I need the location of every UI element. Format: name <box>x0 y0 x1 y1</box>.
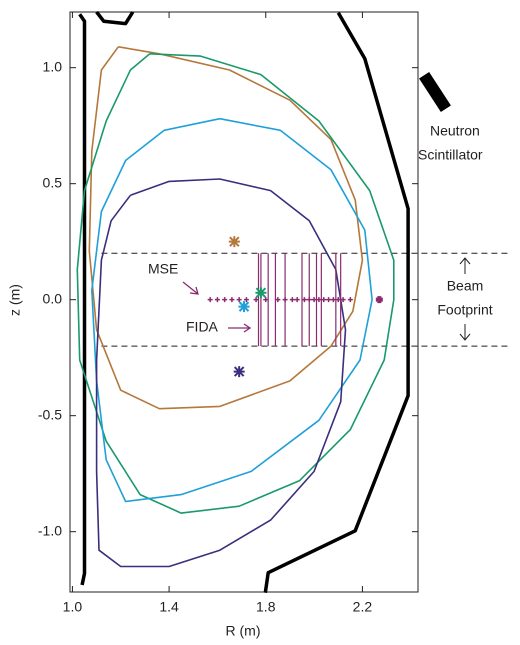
mse-point <box>340 297 346 303</box>
beam-label: Beam <box>447 278 484 294</box>
y-tick-label: -1.0 <box>38 522 62 538</box>
contour-line <box>95 178 347 568</box>
mse-point <box>289 297 295 303</box>
contour-line <box>76 53 395 514</box>
mse-point <box>253 297 259 303</box>
mse-point <box>375 296 383 304</box>
mse-point <box>311 297 317 303</box>
fida-label: FIDA <box>186 319 219 335</box>
mse-point <box>306 297 312 303</box>
contour-line <box>88 46 364 410</box>
x-tick-label: 2.2 <box>353 599 373 615</box>
mse-point <box>229 297 235 303</box>
y-tick-label: 1.0 <box>43 58 63 74</box>
mse-point <box>316 297 322 303</box>
mse-point <box>236 297 242 303</box>
scintillator-label: Scintillator <box>418 147 483 163</box>
y-tick-label: 0.0 <box>43 290 63 306</box>
x-tick-label: 1.4 <box>159 599 179 615</box>
mse-point <box>214 297 220 303</box>
mse-point <box>347 297 353 303</box>
axis-marker <box>255 287 267 299</box>
mse-point <box>335 297 341 303</box>
mse-point <box>275 297 281 303</box>
x-axis-label: R (m) <box>226 623 261 639</box>
mse-point <box>263 297 269 303</box>
mse-point <box>321 297 327 303</box>
mse-point <box>330 297 336 303</box>
axis-marker <box>228 236 240 248</box>
mse-point <box>222 297 228 303</box>
axis-marker <box>238 301 250 313</box>
contour-line <box>78 10 410 593</box>
x-tick-label: 1.8 <box>256 599 276 615</box>
mse-point <box>207 297 213 303</box>
beam-arrow-down <box>459 324 471 341</box>
mse-label: MSE <box>148 261 178 277</box>
mse-point <box>301 297 307 303</box>
mse-point <box>294 297 300 303</box>
y-axis-label: z (m) <box>7 284 23 316</box>
axis-marker <box>233 366 245 378</box>
scintillator-icon <box>419 71 451 113</box>
x-tick-label: 1.0 <box>63 599 83 615</box>
mse-arrow <box>182 281 199 295</box>
fida-arrow <box>228 323 252 333</box>
mse-point <box>326 297 332 303</box>
y-tick-label: 0.5 <box>43 174 63 190</box>
y-tick-label: -0.5 <box>38 406 62 422</box>
beam-label: Footprint <box>437 302 492 318</box>
plot-frame <box>69 11 419 593</box>
contour-line <box>91 117 373 503</box>
mse-point <box>243 297 249 303</box>
beam-arrow-up <box>459 257 471 274</box>
scintillator-label: Neutron <box>430 123 480 139</box>
mse-point <box>282 297 288 303</box>
